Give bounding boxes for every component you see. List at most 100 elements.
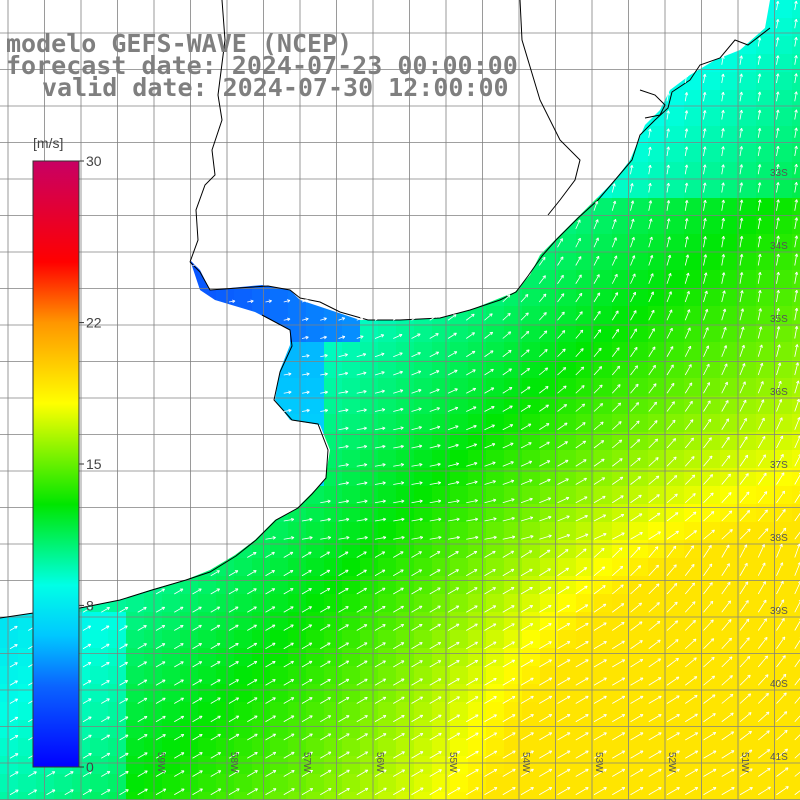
wind-arrow xyxy=(575,459,587,467)
wind-arrow xyxy=(557,659,571,668)
wind-arrow xyxy=(685,694,698,704)
wind-arrow xyxy=(393,551,404,558)
wind-arrow xyxy=(794,253,799,266)
wind-arrow xyxy=(374,463,386,467)
wind-arrow xyxy=(447,660,460,668)
wind-arrow xyxy=(301,569,312,577)
wind-arrow xyxy=(794,55,798,65)
wind-arrow xyxy=(520,312,529,321)
wind-arrow xyxy=(320,660,331,668)
wind-arrow xyxy=(338,353,348,358)
wind-arrow xyxy=(9,753,19,759)
lat-label: 37S xyxy=(770,460,788,471)
wind-arrow xyxy=(210,570,220,577)
wind-arrow xyxy=(466,659,479,668)
wind-arrow xyxy=(393,463,405,467)
wind-arrow xyxy=(228,570,239,577)
wind-arrow xyxy=(9,644,18,650)
wind-arrow xyxy=(721,345,728,357)
wind-arrow xyxy=(593,533,607,540)
wind-arrow xyxy=(411,517,423,522)
wind-arrow xyxy=(557,441,568,449)
wind-arrow xyxy=(666,676,680,686)
wind-arrow xyxy=(283,642,294,650)
wind-arrow xyxy=(703,544,712,558)
wind-arrow xyxy=(247,751,258,759)
wind-arrow xyxy=(502,696,516,704)
wind-arrow xyxy=(630,476,642,485)
wind-arrow xyxy=(776,599,785,613)
wind-arrow xyxy=(685,787,699,796)
wind-arrow xyxy=(356,389,367,394)
wind-arrow xyxy=(648,146,652,157)
wind-arrow xyxy=(684,272,690,284)
wind-arrow xyxy=(575,533,589,540)
wind-arrow xyxy=(757,562,766,576)
wind-arrow xyxy=(539,534,552,540)
wind-arrow xyxy=(447,569,459,577)
wind-arrow xyxy=(320,624,331,631)
wind-arrow xyxy=(283,588,294,595)
wind-arrow xyxy=(593,695,607,704)
wind-arrow xyxy=(794,0,798,11)
lat-label: 36S xyxy=(770,387,788,398)
wind-arrow xyxy=(137,715,148,723)
wind-arrow xyxy=(721,326,727,339)
wind-arrow xyxy=(374,334,385,339)
wind-arrow xyxy=(338,733,350,741)
wind-arrow xyxy=(265,715,276,723)
wind-arrow xyxy=(137,679,148,686)
wind-arrow xyxy=(283,679,295,686)
wind-arrow xyxy=(429,517,442,522)
wind-arrow xyxy=(411,426,422,431)
wind-arrow xyxy=(612,732,626,741)
wind-arrow xyxy=(703,455,713,467)
wind-arrow xyxy=(575,292,583,303)
wind-arrow xyxy=(411,642,423,650)
wind-arrow xyxy=(684,290,690,303)
wind-arrow xyxy=(466,369,476,376)
wind-arrow xyxy=(155,679,166,686)
wind-arrow xyxy=(283,770,295,777)
wind-arrow xyxy=(429,444,441,449)
wind-arrow xyxy=(320,408,329,413)
wind-arrow xyxy=(429,481,441,485)
wind-arrow xyxy=(155,643,166,650)
wind-arrow xyxy=(630,200,635,211)
wind-arrow xyxy=(575,219,581,230)
wind-arrow xyxy=(648,695,662,704)
wind-arrow xyxy=(630,513,643,522)
wind-arrow xyxy=(666,218,671,230)
wind-arrow xyxy=(684,73,689,84)
wind-arrow xyxy=(648,200,653,211)
wind-arrow xyxy=(484,406,495,412)
lon-label: 52W xyxy=(666,752,677,773)
wind-arrow xyxy=(611,365,621,376)
wind-arrow xyxy=(757,711,770,723)
wind-arrow xyxy=(703,272,708,284)
wind-arrow xyxy=(155,606,166,613)
wind-arrow xyxy=(338,463,349,467)
wind-arrow xyxy=(484,569,496,577)
wind-arrow xyxy=(356,606,368,613)
wind-arrow xyxy=(484,350,494,358)
wind-arrow xyxy=(265,299,272,303)
wind-arrow xyxy=(739,454,749,467)
wind-arrow xyxy=(593,219,599,230)
wind-arrow xyxy=(630,714,644,723)
wind-arrow xyxy=(101,607,110,613)
wind-arrow xyxy=(721,55,725,65)
wind-arrow xyxy=(429,499,442,504)
wind-arrow xyxy=(684,582,695,595)
wind-arrow xyxy=(484,331,494,339)
wind-arrow xyxy=(648,602,660,613)
wind-arrow xyxy=(484,732,498,741)
wind-arrow xyxy=(502,535,516,540)
wind-arrow xyxy=(320,353,328,358)
wind-arrow xyxy=(320,751,332,759)
wind-arrow xyxy=(393,714,405,723)
wind-arrow xyxy=(539,750,553,759)
wind-arrow xyxy=(557,750,571,759)
wind-arrow xyxy=(666,768,680,777)
wind-arrow xyxy=(502,587,515,595)
